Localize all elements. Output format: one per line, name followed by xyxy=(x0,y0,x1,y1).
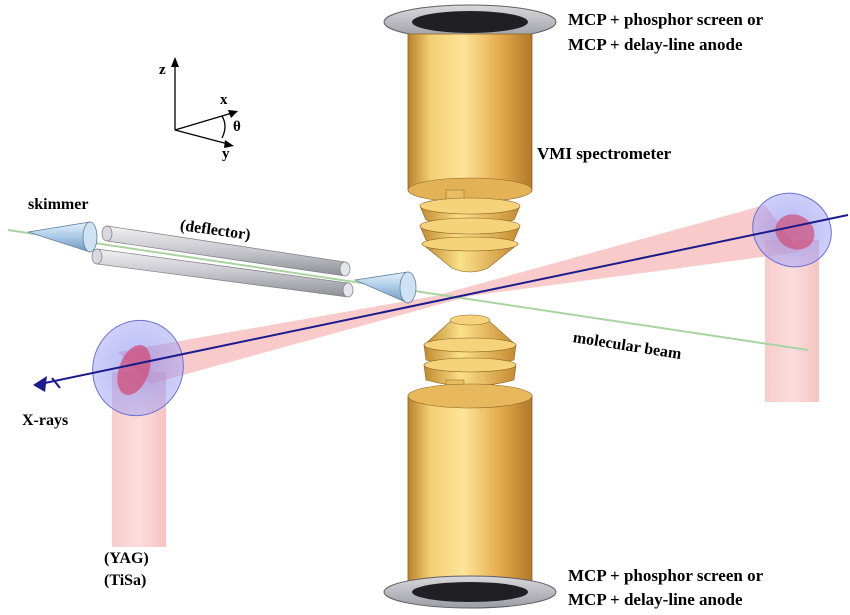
mcp-bottom-label-line2: MCP + delay-line anode xyxy=(568,590,743,609)
mcp-detector-bottom xyxy=(383,575,557,609)
theta-label: θ xyxy=(233,119,241,135)
beam-window-right xyxy=(752,192,832,268)
deflector-rods xyxy=(91,225,354,298)
vmi-spectrometer-label: VMI spectrometer xyxy=(537,144,672,163)
mcp-bottom-label-line1: MCP + phosphor screen or xyxy=(568,566,764,585)
mcp-top-label-line1: MCP + phosphor screen or xyxy=(568,10,764,29)
vmi-spectrometer-bottom xyxy=(407,314,533,591)
xray-beam-line xyxy=(39,214,849,385)
skimmer-left xyxy=(27,221,98,253)
laser-cone-right xyxy=(435,205,800,296)
theta-arc xyxy=(221,115,226,139)
coordinate-axes xyxy=(171,57,238,148)
z-axis-label: z xyxy=(159,62,166,78)
deflector-rod-upper xyxy=(101,225,351,277)
x-axis xyxy=(174,112,233,131)
mcp-top-label-line2: MCP + delay-line anode xyxy=(568,35,743,54)
y-axis-label: y xyxy=(222,146,230,162)
x-axis-label: x xyxy=(220,92,228,108)
vmi-spectrometer-top xyxy=(407,33,533,273)
laser-cone-left xyxy=(118,296,470,384)
skimmer-right xyxy=(353,271,417,304)
xray-arrowhead xyxy=(33,376,47,392)
xray-tick xyxy=(51,377,61,389)
deflector-rod-lower xyxy=(91,248,354,298)
yag-label: (YAG) xyxy=(104,550,149,567)
y-axis xyxy=(174,129,229,145)
beam-window-left xyxy=(92,319,184,417)
skimmer-label: skimmer xyxy=(28,196,89,213)
tisa-label: (TiSa) xyxy=(104,572,147,589)
xrays-label: X-rays xyxy=(22,412,69,429)
